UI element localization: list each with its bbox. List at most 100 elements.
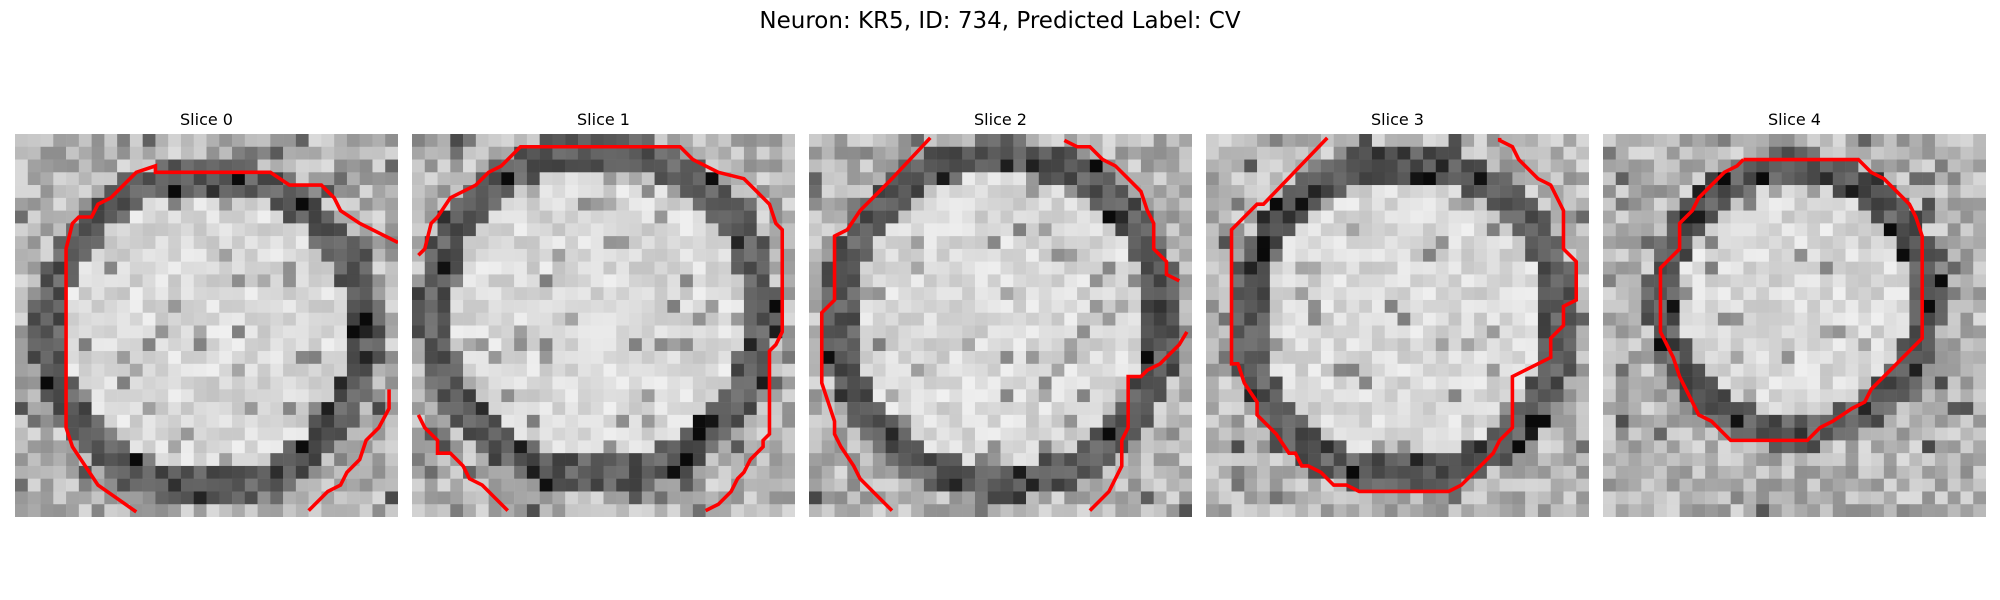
micrograph-pixel [180,440,194,454]
micrograph-pixel [193,223,207,237]
micrograph-pixel [334,274,348,288]
micrograph-pixel [1550,465,1564,479]
micrograph-pixel [1717,185,1731,199]
micrograph-pixel [295,414,309,428]
micrograph-pixel [1512,427,1526,441]
micrograph-pixel [514,389,528,403]
micrograph-pixel [1845,185,1859,199]
micrograph-pixel [219,376,233,390]
micrograph-pixel [1282,185,1296,199]
micrograph-pixel [1973,197,1986,211]
micrograph-pixel [244,236,258,250]
micrograph-pixel [1743,465,1757,479]
micrograph-pixel [321,453,335,467]
micrograph-pixel [1537,440,1551,454]
micrograph-pixel [1410,389,1424,403]
micrograph-pixel [731,223,745,237]
micrograph-pixel [219,274,233,288]
micrograph-pixel [295,261,309,275]
micrograph-pixel [334,363,348,377]
micrograph-pixel [1832,134,1846,148]
micrograph-pixel [1807,312,1821,326]
micrograph-pixel [514,312,528,326]
micrograph-pixel [987,351,1001,365]
micrograph-pixel [1102,185,1116,199]
micrograph-pixel [206,491,220,505]
micrograph-pixel [244,261,258,275]
micrograph-pixel [1820,197,1834,211]
micrograph-pixel [898,248,912,262]
micrograph-pixel [1359,376,1373,390]
micrograph-pixel [514,134,528,148]
micrograph-pixel [1333,287,1347,301]
micrograph-pixel [782,351,795,365]
micrograph-pixel [629,338,643,352]
micrograph-pixel [15,478,29,492]
micrograph-pixel [743,351,757,365]
micrograph-pixel [1794,504,1808,517]
micrograph-pixel [1858,453,1872,467]
micrograph-pixel [1896,402,1910,416]
micrograph-pixel [450,491,464,505]
micrograph-pixel [782,134,795,148]
micrograph-pixel [1423,325,1437,339]
micrograph-pixel [872,351,886,365]
micrograph-pixel [475,325,489,339]
micrograph-pixel [1973,465,1986,479]
micrograph-pixel [1934,159,1948,173]
micrograph-pixel [705,376,719,390]
micrograph-pixel [40,414,54,428]
micrograph-pixel [219,185,233,199]
micrograph-pixel [1038,248,1052,262]
micrograph-pixel [641,389,655,403]
micrograph-pixel [193,248,207,262]
micrograph-pixel [1973,376,1986,390]
micrograph-pixel [1743,427,1757,441]
micrograph-pixel [860,312,874,326]
micrograph-pixel [1179,210,1192,224]
micrograph-pixel [1858,504,1872,517]
micrograph-pixel [412,197,426,211]
micrograph-pixel [1743,210,1757,224]
micrograph-pixel [809,402,823,416]
micrograph-pixel [412,312,426,326]
micrograph-pixel [206,159,220,173]
micrograph-pixel [949,261,963,275]
micrograph-pixel [1166,197,1180,211]
micrograph-pixel [1603,159,1617,173]
micrograph-pixel [1807,134,1821,148]
micrograph-pixel [923,248,937,262]
micrograph-pixel [1397,287,1411,301]
micrograph-pixel [295,172,309,186]
micrograph-pixel [514,402,528,416]
micrograph-pixel [1486,210,1500,224]
micrograph-pixel [1140,414,1154,428]
micrograph-pixel [565,465,579,479]
micrograph-pixel [463,261,477,275]
micrograph-pixel [1257,389,1271,403]
micrograph-pixel [692,389,706,403]
micrograph-pixel [962,414,976,428]
micrograph-pixel [526,414,540,428]
micrograph-pixel [1845,414,1859,428]
micrograph-pixel [962,363,976,377]
micrograph-pixel [616,287,630,301]
micrograph-pixel [1807,274,1821,288]
micrograph-pixel [1000,453,1014,467]
micrograph-pixel [346,427,360,441]
micrograph-pixel [1858,261,1872,275]
micrograph-pixel [270,287,284,301]
micrograph-pixel [1064,223,1078,237]
micrograph-pixel [1218,453,1232,467]
micrograph-pixel [1474,287,1488,301]
micrograph-pixel [821,236,835,250]
micrograph-pixel [834,210,848,224]
micrograph-pixel [91,185,105,199]
micrograph-pixel [1051,414,1065,428]
micrograph-pixel [321,134,335,148]
micrograph-pixel [78,261,92,275]
micrograph-pixel [53,465,67,479]
micrograph-pixel [1730,134,1744,148]
micrograph-pixel [1845,172,1859,186]
micrograph-pixel [860,491,874,505]
